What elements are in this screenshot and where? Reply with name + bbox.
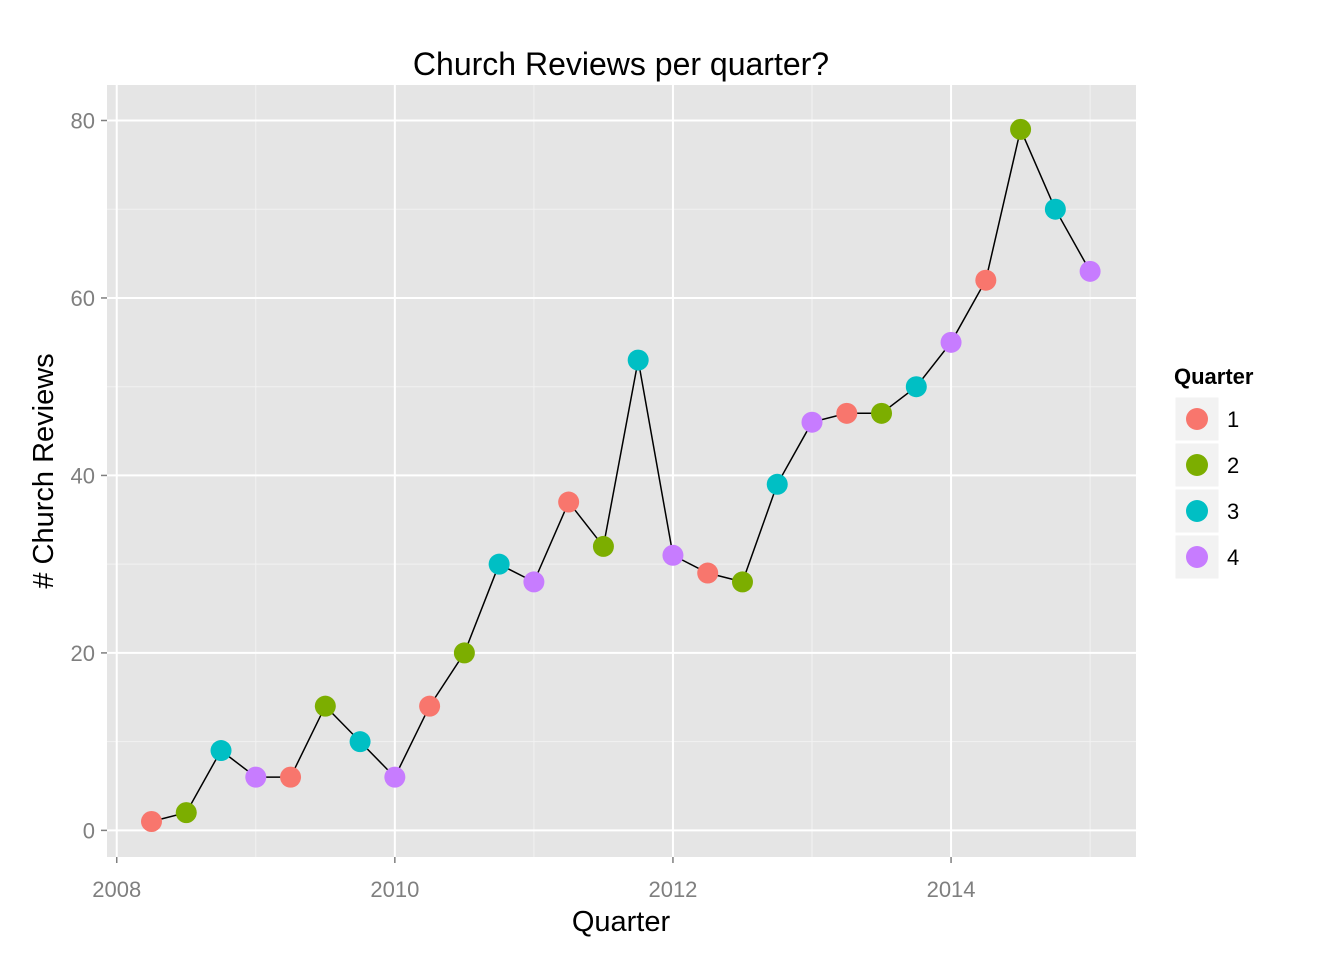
data-point [280, 766, 302, 788]
legend-label: 2 [1227, 453, 1239, 478]
data-point [592, 535, 614, 557]
data-point [210, 740, 232, 762]
legend-label: 4 [1227, 545, 1239, 570]
legend-key-3 [1186, 500, 1208, 522]
series-line-group [151, 127, 1091, 823]
data-point [731, 571, 753, 593]
chart-title: Church Reviews per quarter? [413, 46, 829, 82]
y-axis-label: # Church Reviews [28, 353, 60, 588]
data-point [627, 349, 649, 371]
plot-panel [107, 85, 1136, 857]
data-point [245, 766, 267, 788]
data-point [1044, 198, 1066, 220]
y-axis-tick-label: 0 [83, 818, 95, 843]
data-point [836, 402, 858, 424]
data-point [558, 491, 580, 513]
legend-entries: 1 2 3 4 [1174, 396, 1239, 580]
y-axis-tick-label: 60 [71, 286, 95, 311]
x-axis-tick-label: 2014 [927, 877, 976, 902]
data-point [523, 571, 545, 593]
y-axis-tick-label: 20 [71, 641, 95, 666]
data-point [871, 402, 893, 424]
data-point [940, 331, 962, 353]
legend-key-2 [1186, 454, 1208, 476]
legend-label: 3 [1227, 499, 1239, 524]
data-point [766, 473, 788, 495]
data-point [1079, 260, 1101, 282]
legend-title: Quarter [1174, 364, 1254, 389]
data-point [453, 642, 475, 664]
x-axis-tick-label: 2010 [370, 877, 419, 902]
y-axis-tick-label: 80 [71, 108, 95, 133]
major-gridlines [107, 85, 1136, 857]
data-point [1010, 118, 1032, 140]
data-points [140, 118, 1101, 833]
legend: Quarter 1 2 3 4 [1174, 364, 1254, 580]
series-line [151, 127, 1091, 823]
data-point [314, 695, 336, 717]
data-point [140, 811, 162, 833]
x-axis-tick-label: 2012 [648, 877, 697, 902]
data-point [975, 269, 997, 291]
legend-label: 1 [1227, 407, 1239, 432]
data-point [349, 731, 371, 753]
legend-key-1 [1186, 408, 1208, 430]
x-axis-tick-label: 2008 [92, 877, 141, 902]
data-point [175, 802, 197, 824]
y-axis-tick-labels: 0 20 40 60 80 [71, 108, 95, 843]
data-point [697, 562, 719, 584]
data-point [662, 544, 684, 566]
data-point [801, 411, 823, 433]
data-point [488, 553, 510, 575]
data-point [905, 376, 927, 398]
x-axis-label: Quarter [572, 906, 671, 938]
axis-ticks [101, 119, 952, 863]
x-axis-tick-labels: 2008 2010 2012 2014 [92, 877, 975, 902]
data-point [419, 695, 441, 717]
minor-gridlines [107, 85, 1136, 857]
y-axis-tick-label: 40 [71, 463, 95, 488]
legend-key-4 [1186, 546, 1208, 568]
data-point [384, 766, 406, 788]
